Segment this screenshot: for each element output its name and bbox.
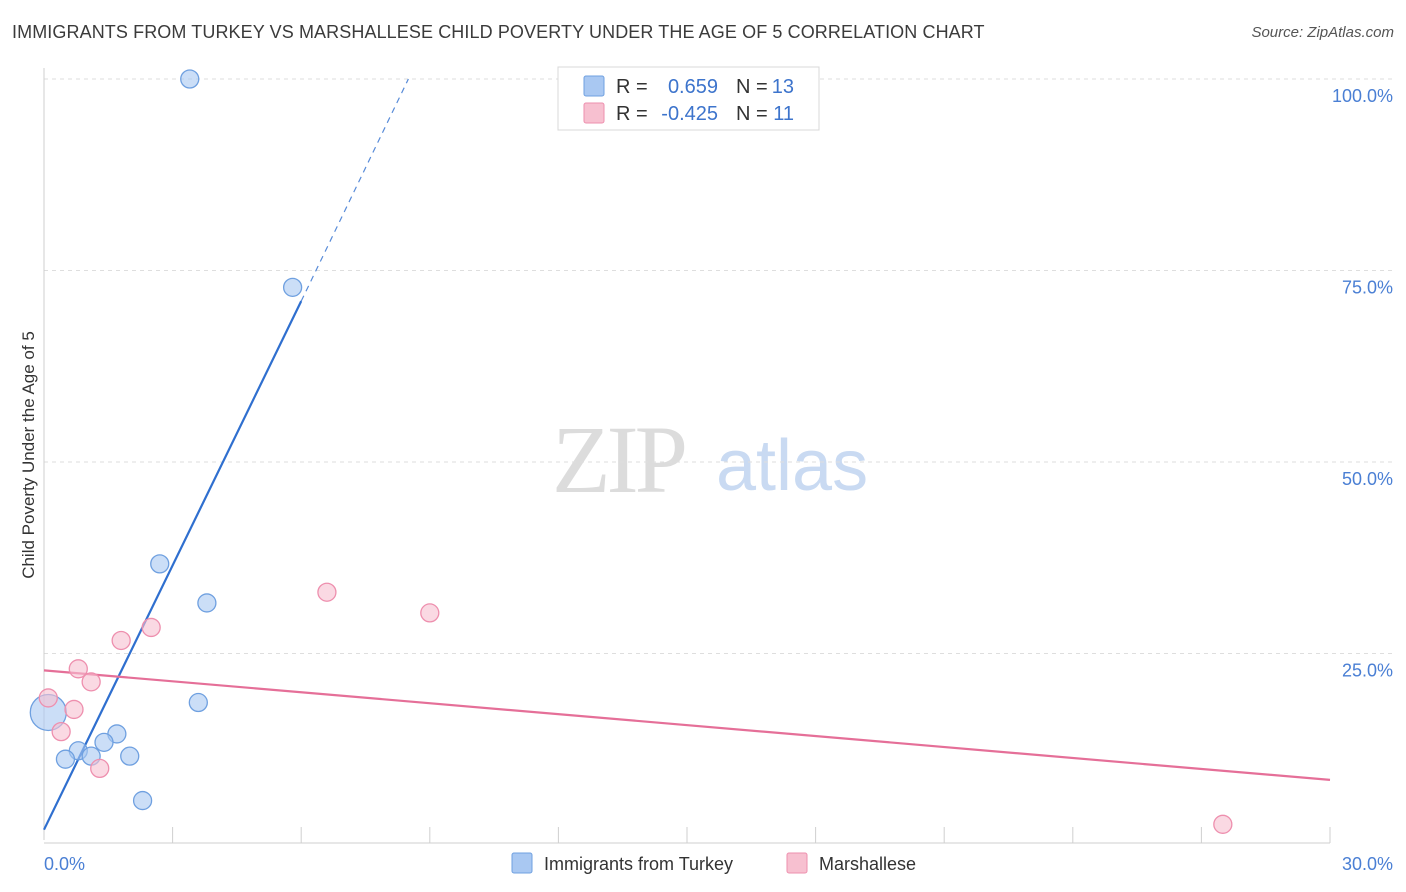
- y-tick-labels: 25.0% 50.0% 75.0% 100.0%: [1332, 86, 1393, 681]
- point-marshallese: [51, 721, 71, 742]
- watermark-zip: ZIP: [552, 406, 685, 513]
- axes: [43, 68, 1330, 844]
- point-marshallese: [64, 699, 84, 720]
- trend-line-extension-turkey: [300, 78, 409, 302]
- point-turkey: [282, 277, 303, 298]
- legend-r-value-marshallese: -0.425: [661, 103, 718, 125]
- series-legend-swatch-turkey: [511, 852, 533, 874]
- data-points: [29, 69, 1233, 834]
- watermark-atlas: atlas: [716, 426, 868, 506]
- point-marshallese: [420, 603, 440, 623]
- legend-r-value-turkey: 0.659: [668, 76, 718, 98]
- y-tick-label: 50.0%: [1342, 469, 1393, 489]
- point-marshallese: [90, 758, 110, 779]
- point-turkey: [55, 749, 76, 769]
- y-axis-label: Child Poverty Under the Age of 5: [19, 331, 38, 579]
- source-label: Source: ZipAtlas.com: [1251, 24, 1394, 41]
- series-legend: Immigrants from Turkey Marshallese: [511, 852, 916, 874]
- legend-n-value-marshallese: 11: [773, 103, 794, 125]
- point-marshallese: [141, 617, 161, 638]
- legend-swatch-marshallese: [583, 102, 605, 124]
- legend-n-label-turkey: N =: [736, 76, 768, 98]
- trend-lines: [43, 78, 1331, 831]
- point-marshallese: [38, 688, 58, 708]
- correlation-legend: R = 0.659 N = 13 R = -0.425 N = 11: [557, 66, 820, 131]
- legend-r-label-turkey: R =: [616, 76, 648, 98]
- point-turkey: [150, 554, 170, 574]
- gridlines: [44, 78, 1395, 654]
- point-marshallese: [317, 582, 337, 602]
- y-tick-label: 100.0%: [1332, 86, 1393, 106]
- chart-title: IMMIGRANTS FROM TURKEY VS MARSHALLESE CH…: [12, 22, 985, 42]
- series-legend-label-marshallese: Marshallese: [819, 854, 916, 874]
- point-turkey: [132, 790, 153, 811]
- legend-r-label-marshallese: R =: [616, 103, 648, 125]
- trend-line-marshallese: [43, 669, 1331, 781]
- y-tick-label: 25.0%: [1342, 661, 1393, 681]
- x-tick-label-max: 30.0%: [1342, 854, 1393, 874]
- point-marshallese: [68, 659, 88, 679]
- legend-n-label-marshallese: N =: [736, 103, 768, 125]
- point-turkey: [120, 746, 140, 766]
- point-turkey: [180, 69, 200, 89]
- x-tick-label-min: 0.0%: [44, 854, 85, 874]
- x-ticks: [172, 827, 1331, 843]
- series-legend-label-turkey: Immigrants from Turkey: [544, 854, 733, 874]
- point-marshallese: [111, 630, 131, 651]
- legend-swatch-turkey: [583, 75, 605, 97]
- point-marshallese: [1213, 814, 1233, 834]
- series-legend-swatch-marshallese: [786, 852, 808, 874]
- point-turkey: [197, 593, 217, 613]
- point-turkey: [94, 732, 114, 753]
- trend-line-turkey: [43, 300, 303, 831]
- legend-n-value-turkey: 13: [772, 76, 794, 98]
- point-turkey: [188, 692, 208, 713]
- point-marshallese: [81, 672, 101, 692]
- y-tick-label: 75.0%: [1342, 278, 1393, 298]
